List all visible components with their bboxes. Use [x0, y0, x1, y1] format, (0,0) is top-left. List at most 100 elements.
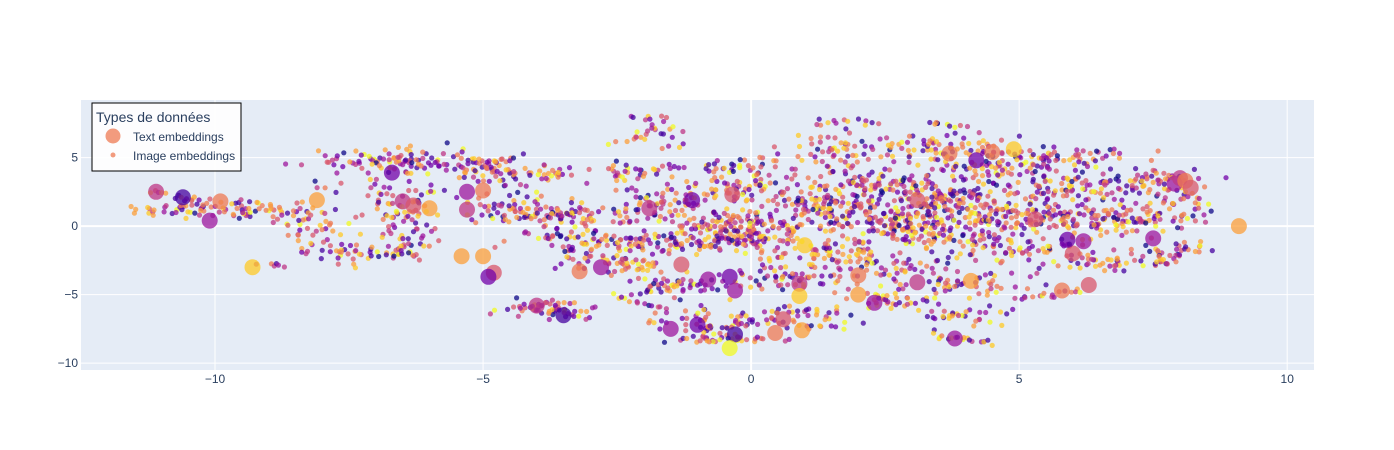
image-embedding-point [454, 152, 461, 158]
image-embedding-point [894, 270, 900, 276]
image-embedding-point [1043, 282, 1049, 288]
text-embedding-point [421, 200, 438, 217]
image-embedding-point [1012, 191, 1018, 197]
image-embedding-point [229, 201, 235, 207]
image-embedding-point [1009, 165, 1015, 171]
image-embedding-point [1119, 197, 1125, 203]
image-embedding-point [881, 223, 888, 229]
image-embedding-point [626, 299, 633, 305]
image-embedding-point [335, 261, 341, 267]
image-embedding-point [676, 200, 682, 206]
image-embedding-point [770, 223, 776, 229]
image-embedding-point [773, 278, 779, 284]
image-embedding-point [951, 177, 957, 183]
text-embedding-point [459, 183, 475, 200]
image-embedding-point [984, 202, 990, 208]
image-embedding-point [444, 140, 450, 146]
legend-item-text-embeddings[interactable]: Text embeddings [105, 128, 224, 145]
image-embedding-point [746, 186, 752, 193]
image-embedding-point [391, 155, 397, 161]
image-embedding-point [776, 225, 782, 231]
image-embedding-point [924, 196, 930, 202]
image-embedding-point [666, 161, 672, 167]
image-embedding-point [749, 319, 755, 325]
legend-item-image-embeddings[interactable]: Image embeddings [110, 149, 236, 163]
image-embedding-point [409, 160, 415, 166]
image-embedding-point [606, 166, 612, 172]
image-embedding-point [899, 145, 905, 151]
image-embedding-point [963, 309, 969, 315]
image-embedding-point [784, 231, 790, 237]
image-embedding-point [1008, 224, 1014, 230]
image-embedding-point [764, 317, 770, 323]
image-embedding-point [662, 216, 668, 222]
image-embedding-point [627, 235, 633, 241]
image-embedding-point [991, 273, 998, 279]
image-embedding-point [843, 259, 849, 265]
legend[interactable]: Types de données Text embeddings Image e… [91, 102, 242, 172]
image-embedding-point [183, 215, 189, 221]
image-embedding-point [644, 195, 650, 201]
image-embedding-point [1071, 162, 1078, 168]
image-embedding-point [872, 204, 878, 210]
text-embedding-point [174, 189, 191, 206]
image-embedding-point [1034, 229, 1040, 235]
image-embedding-point [1175, 225, 1181, 231]
image-embedding-point [492, 244, 498, 250]
image-embedding-point [584, 180, 590, 186]
image-embedding-point [320, 239, 327, 245]
image-embedding-point [512, 202, 518, 208]
image-embedding-point [889, 221, 896, 227]
image-embedding-point [911, 147, 917, 153]
image-embedding-point [1017, 245, 1023, 251]
image-embedding-point [633, 236, 639, 242]
image-embedding-point [973, 318, 979, 324]
image-embedding-point [515, 313, 522, 319]
image-embedding-point [861, 151, 867, 157]
image-embedding-point [874, 228, 881, 234]
image-embedding-point [893, 302, 899, 308]
image-embedding-point [368, 253, 374, 259]
image-embedding-point [1068, 188, 1075, 194]
text-embedding-point [641, 200, 658, 217]
image-embedding-point [712, 243, 718, 249]
image-embedding-point [341, 150, 347, 156]
image-embedding-point [732, 220, 738, 226]
image-embedding-point [782, 203, 789, 209]
image-embedding-point [902, 189, 909, 195]
image-embedding-point [1077, 289, 1083, 295]
image-embedding-point [1167, 252, 1173, 259]
image-embedding-point [780, 222, 786, 228]
image-embedding-point [926, 231, 932, 237]
image-embedding-point [524, 194, 530, 200]
image-embedding-point [637, 199, 643, 206]
image-embedding-point [611, 206, 617, 212]
image-embedding-point [1010, 306, 1016, 312]
image-embedding-point [956, 209, 962, 216]
image-embedding-point [859, 138, 865, 144]
image-embedding-point [894, 182, 900, 188]
image-embedding-point [1064, 175, 1070, 181]
image-embedding-point [905, 211, 912, 217]
image-embedding-point [340, 164, 346, 170]
image-embedding-point [1153, 223, 1159, 229]
image-embedding-point [1178, 225, 1185, 231]
image-embedding-point [624, 260, 630, 266]
image-embedding-point [878, 265, 885, 271]
image-embedding-point [428, 182, 434, 188]
image-embedding-point [393, 208, 399, 214]
image-embedding-point [836, 222, 842, 228]
image-embedding-point [768, 218, 775, 224]
image-embedding-point [669, 186, 675, 193]
image-embedding-point [768, 315, 775, 321]
image-embedding-point [679, 241, 685, 247]
image-embedding-point [807, 191, 813, 197]
image-embedding-point [635, 176, 641, 182]
text-embedding-point [721, 268, 738, 285]
image-embedding-point [1027, 148, 1033, 154]
image-embedding-point [589, 210, 595, 216]
image-embedding-point [263, 207, 269, 213]
image-embedding-point [870, 228, 876, 234]
text-embedding-point [673, 256, 690, 273]
image-embedding-point [894, 295, 900, 301]
